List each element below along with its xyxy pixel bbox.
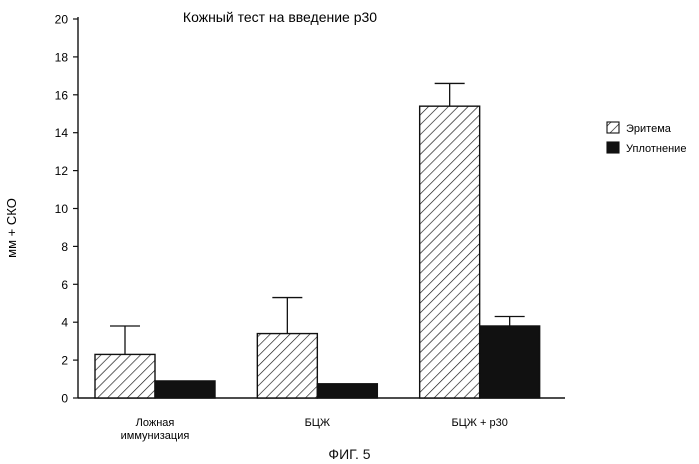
y-tick-label: 20 <box>55 13 69 27</box>
legend-label: Эритема <box>626 123 672 135</box>
y-ticks: 0 2 4 6 8 10 12 14 16 18 20 <box>55 13 78 406</box>
figure-label: ФИГ. 5 <box>0 446 699 462</box>
y-tick-label: 18 <box>55 50 69 64</box>
legend-swatch <box>607 122 619 133</box>
bar-induration <box>480 326 540 398</box>
chart-title: Кожный тест на введение р30 <box>183 9 377 25</box>
x-tick-label: Ложная <box>136 417 175 429</box>
y-tick-label: 6 <box>61 278 68 292</box>
y-tick-label: 14 <box>55 126 69 140</box>
legend-swatch <box>607 142 619 153</box>
y-tick-label: 12 <box>55 164 69 178</box>
bars <box>95 83 540 398</box>
y-tick-label: 4 <box>61 316 68 330</box>
y-tick-label: 10 <box>55 202 69 216</box>
legend: Эритема Уплотнение <box>607 122 686 155</box>
x-tick-label: иммунизация <box>121 430 190 442</box>
x-tick-labels: Ложнаяиммунизация БЦЖ БЦЖ + р30 <box>121 417 508 442</box>
bar-erythema <box>257 334 317 398</box>
y-tick-label: 8 <box>61 240 68 254</box>
y-tick-label: 16 <box>55 88 69 102</box>
bar-induration <box>317 384 377 398</box>
y-tick-label: 0 <box>61 392 68 406</box>
bar-erythema <box>420 106 480 398</box>
legend-label: Уплотнение <box>626 143 686 155</box>
x-tick-label: БЦЖ <box>305 417 331 429</box>
x-tick-label: БЦЖ + р30 <box>451 417 507 429</box>
y-axis-label: мм + СКО <box>4 198 19 258</box>
y-tick-label: 2 <box>61 354 68 368</box>
bar-induration <box>155 381 215 398</box>
bar-erythema <box>95 354 155 398</box>
